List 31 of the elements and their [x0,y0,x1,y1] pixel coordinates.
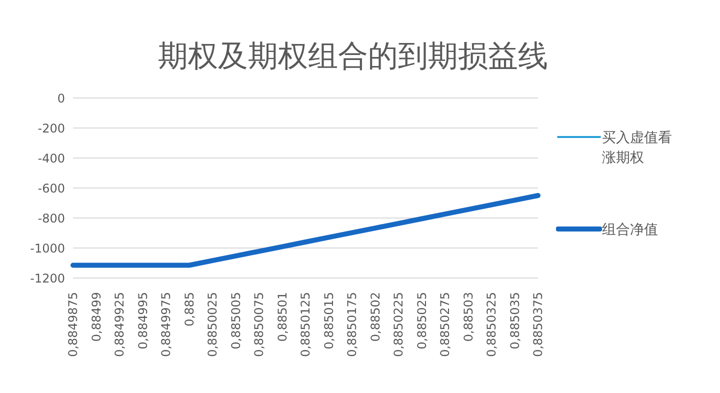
legend-label: 组合净值 [602,221,659,240]
x-tick-label: 0,8850375 [531,292,545,357]
x-tick-label: 0,88503 [461,292,476,342]
x-tick-label: 0,8850075 [252,292,266,357]
y-tick-label: -200 [38,121,65,136]
x-tick-label: 0,884995 [136,292,150,350]
y-tick-label: -800 [38,211,65,226]
x-tick-label: 0,885005 [228,292,243,350]
x-tick-label: 0,8850125 [298,292,312,357]
x-tick-label: 0,88502 [368,292,382,342]
x-tick-label: 0,88501 [275,292,290,342]
x-tick-label: 0,885015 [322,292,336,350]
x-tick-label: 0,88499 [89,292,104,342]
y-tick-label: 0 [57,91,65,106]
x-tick-label: 0,8850175 [345,292,359,357]
x-tick-label: 0,8849875 [66,292,80,357]
y-tick-label: -400 [38,151,65,166]
x-tick-label: 0,885035 [508,292,522,350]
x-tick-label: 0,8849925 [112,292,126,357]
x-tick-label: 0,8850325 [484,292,498,357]
y-tick-label: -600 [38,181,65,196]
chart-title: 期权及期权组合的到期损益线 [157,38,549,76]
x-tick-label: 0,8850225 [392,292,406,357]
x-tick-label: 0,8850275 [438,292,452,357]
x-tick-label: 0,8850025 [206,292,220,357]
x-tick-label: 0,885 [182,292,196,326]
x-tick-label: 0,8849975 [159,292,173,357]
x-tick-label: 0,885025 [414,292,429,350]
y-tick-label: -1200 [30,271,65,286]
y-tick-label: -1000 [30,241,65,256]
legend-label: 买入虚值看涨期权 [602,129,672,168]
